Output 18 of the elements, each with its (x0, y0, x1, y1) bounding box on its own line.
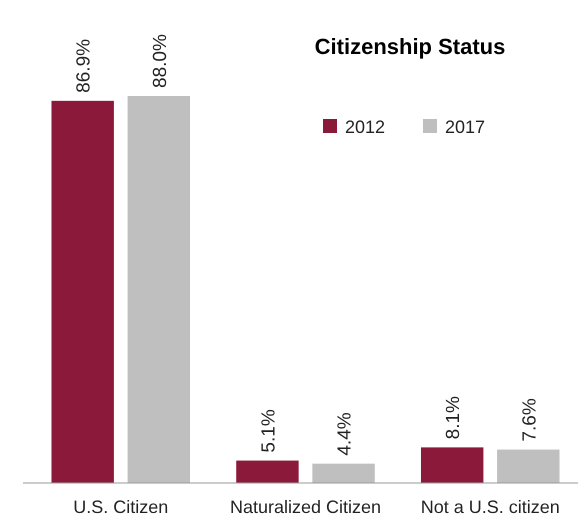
legend-label: 2017 (445, 117, 486, 137)
bar (128, 96, 190, 483)
data-label: 5.1% (258, 409, 280, 453)
x-tick-label: Not a U.S. citizen (420, 497, 560, 517)
bar (420, 447, 484, 483)
bar (497, 450, 560, 483)
data-label: 86.9% (74, 38, 95, 93)
x-tick-label: Naturalized Citizen (230, 497, 382, 517)
data-label: 7.6% (519, 398, 540, 442)
data-label: 4.4% (334, 412, 356, 456)
x-tick-label: U.S. Citizen (73, 497, 168, 517)
bar (312, 464, 375, 483)
bar (51, 100, 114, 483)
bar (236, 460, 299, 483)
data-label: 8.1% (443, 396, 464, 440)
legend-label: 2012 (345, 117, 386, 137)
chart-title: Citizenship Status (314, 34, 506, 59)
data-label: 88.0% (150, 34, 171, 88)
